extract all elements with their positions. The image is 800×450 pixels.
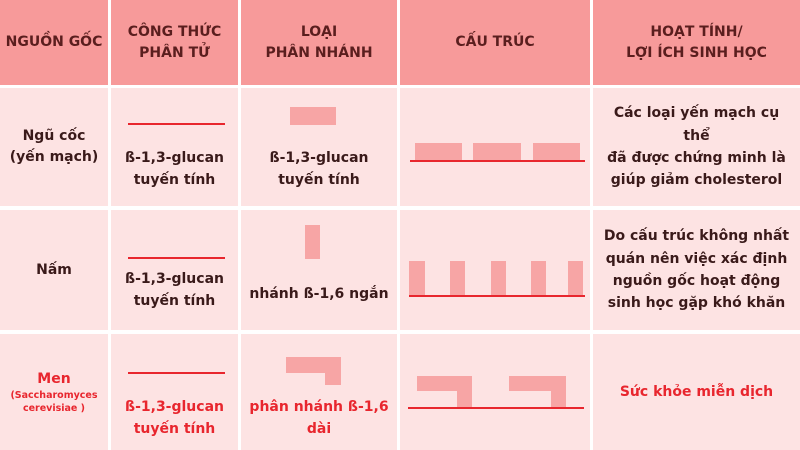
row2-structure-bar-5: [568, 261, 583, 295]
row2-activity-line1: Do cấu trúc không nhất: [603, 228, 790, 245]
row2-branch: nhánh ß-1,6 ngắn: [241, 210, 397, 330]
row3-formula: ß-1,3-glucan tuyến tính: [111, 334, 238, 450]
row3-source-line1: Men: [37, 370, 71, 387]
row2-structure-bar-3: [491, 261, 506, 295]
row1-formula-line1: ß-1,3-glucan: [125, 150, 224, 166]
header-activity-line1: HOẠT TÍNH/: [650, 24, 743, 41]
header-activity: HOẠT TÍNH/ LỢI ÍCH SINH HỌC: [593, 0, 800, 85]
header-formula: CÔNG THỨC PHÂN TỬ: [111, 0, 238, 85]
row2-formula: ß-1,3-glucan tuyến tính: [111, 210, 238, 330]
row2-activity-line4: sinh học gặp khó khăn: [607, 295, 786, 312]
header-source-label: NGUỒN GỐC: [5, 34, 103, 51]
row3-activity: Sức khỏe miễn dịch: [593, 334, 800, 450]
header-formula-line1: CÔNG THỨC: [127, 24, 222, 41]
row1-formula: ß-1,3-glucan tuyến tính: [111, 88, 238, 206]
row2-structure: [400, 210, 590, 330]
row3-structure-hook1-vertical: [457, 376, 472, 407]
row3-structure: [400, 334, 590, 450]
header-activity-line2: LỢI ÍCH SINH HỌC: [626, 44, 767, 61]
row1-branch-text: ß-1,3-glucan tuyến tính: [241, 147, 397, 192]
row2-branch-text: nhánh ß-1,6 ngắn: [241, 283, 397, 305]
header-branch-line2: PHÂN NHÁNH: [265, 44, 373, 61]
row2-formula-line2: tuyến tính: [133, 293, 216, 310]
row3-branch-text: phân nhánh ß-1,6 dài: [241, 396, 397, 441]
row2-source-line1: Nấm: [36, 261, 72, 278]
row2-structure-bar-1: [409, 261, 425, 295]
header-source: NGUỒN GỐC: [0, 0, 108, 85]
row1-structure: [400, 88, 590, 206]
row1-activity-line1: Các loại yến mạch cụ thể: [613, 105, 780, 144]
row1-source-line2: (yến mạch): [9, 149, 99, 165]
row1-structure-block-1: [415, 143, 462, 160]
row3-source-line2: (Saccharomyces: [10, 389, 98, 401]
header-structure: CẤU TRÚC: [400, 0, 590, 85]
row1-formula-line2: tuyến tính: [133, 172, 216, 189]
header-branch: LOẠI PHÂN NHÁNH: [241, 0, 397, 85]
header-formula-line2: PHÂN TỬ: [139, 44, 210, 61]
header-branch-line1: LOẠI: [300, 24, 338, 41]
row1-activity-line3: giúp giảm cholesterol: [610, 172, 783, 189]
row2-branch-line1: nhánh ß-1,6 ngắn: [249, 286, 389, 302]
row1-branch-block: [290, 107, 336, 125]
row2-linear-chain-line: [128, 257, 225, 259]
row1-branch-line2: tuyến tính: [278, 172, 360, 189]
row1-branch-line1: ß-1,3-glucan: [269, 150, 369, 166]
row3-formula-text: ß-1,3-glucan tuyến tính: [111, 396, 238, 441]
row2-branch-block: [305, 225, 320, 259]
row1-activity-line2: đã được chứng minh là: [607, 150, 786, 166]
row1-source: Ngũ cốc (yến mạch): [0, 88, 108, 206]
row2-structure-baseline: [409, 295, 585, 297]
header-structure-label: CẤU TRÚC: [455, 34, 535, 51]
row2-structure-bar-4: [531, 261, 546, 295]
row3-branch: phân nhánh ß-1,6 dài: [241, 334, 397, 450]
row3-linear-chain-line: [128, 372, 225, 374]
row1-linear-chain-line: [128, 123, 225, 125]
row3-structure-baseline: [408, 407, 584, 409]
row3-source-line3: cerevisiae ): [22, 402, 86, 414]
row1-activity: Các loại yến mạch cụ thể đã được chứng m…: [593, 88, 800, 206]
row2-activity-line2: quán nên việc xác định: [605, 250, 788, 267]
row1-structure-block-2: [473, 143, 521, 160]
row2-structure-bar-2: [450, 261, 465, 295]
row3-branch-line2: dài: [306, 421, 332, 438]
row2-activity-line3: nguồn gốc hoạt động: [612, 273, 781, 289]
row2-source: Nấm: [0, 210, 108, 330]
row2-formula-text: ß-1,3-glucan tuyến tính: [111, 268, 238, 313]
row2-formula-line1: ß-1,3-glucan: [125, 271, 224, 287]
row1-branch: ß-1,3-glucan tuyến tính: [241, 88, 397, 206]
row3-activity-line1: Sức khỏe miễn dịch: [619, 383, 774, 400]
row1-structure-block-3: [533, 143, 580, 160]
row1-structure-baseline: [410, 160, 585, 162]
row3-formula-line2: tuyến tính: [133, 421, 216, 438]
row1-source-line1: Ngũ cốc: [22, 128, 86, 144]
row3-branch-line1: phân nhánh ß-1,6: [249, 399, 389, 415]
row3-source: Men (Saccharomyces cerevisiae ): [0, 334, 108, 450]
row1-formula-text: ß-1,3-glucan tuyến tính: [111, 147, 238, 192]
row3-branch-block-vertical: [325, 357, 341, 385]
row2-activity: Do cấu trúc không nhất quán nên việc xác…: [593, 210, 800, 330]
row3-structure-hook2-vertical: [551, 376, 566, 407]
row3-formula-line1: ß-1,3-glucan: [125, 399, 224, 415]
